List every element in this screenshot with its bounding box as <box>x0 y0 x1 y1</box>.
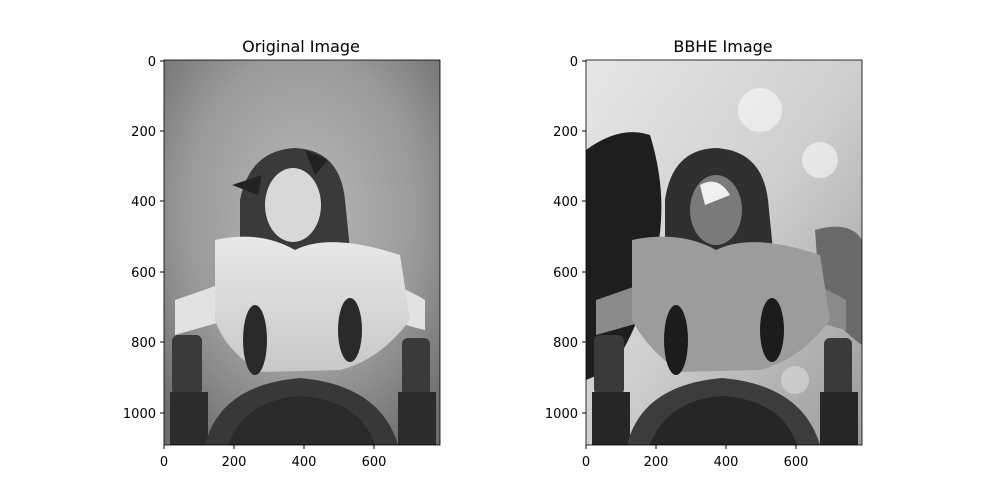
image-bbhe <box>586 60 862 445</box>
y-tick-label: 400 <box>553 195 578 210</box>
x-tick-label: 400 <box>292 455 317 470</box>
x-axis-original: 0 200 400 600 <box>160 445 387 470</box>
image-original <box>164 60 440 445</box>
y-tick-label: 400 <box>131 195 156 210</box>
y-tick-label: 200 <box>131 125 156 140</box>
panel-original: Original Image <box>123 37 441 470</box>
axes-frame-original <box>163 59 441 446</box>
y-tick-label: 0 <box>570 55 578 70</box>
x-tick-label: 200 <box>222 455 247 470</box>
y-axis-bbhe: 0 200 400 600 800 1000 <box>545 55 586 422</box>
y-tick-label: 800 <box>553 336 578 351</box>
y-tick-label: 600 <box>131 266 156 281</box>
x-tick-label: 0 <box>582 455 590 470</box>
x-tick-label: 600 <box>362 455 387 470</box>
y-tick-label: 1000 <box>123 407 156 422</box>
y-tick-label: 200 <box>553 125 578 140</box>
panel-title-original: Original Image <box>242 37 360 56</box>
axes-frame-bbhe <box>585 59 863 446</box>
y-tick-label: 0 <box>148 55 156 70</box>
y-tick-label: 600 <box>553 266 578 281</box>
x-tick-label: 600 <box>784 455 809 470</box>
y-tick-label: 800 <box>131 336 156 351</box>
x-tick-label: 0 <box>160 455 168 470</box>
y-axis-original: 0 200 400 600 800 1000 <box>123 55 164 422</box>
panel-bbhe: BBHE Image <box>545 37 863 470</box>
panel-title-bbhe: BBHE Image <box>673 37 772 56</box>
x-tick-label: 200 <box>644 455 669 470</box>
y-tick-label: 1000 <box>545 407 578 422</box>
x-axis-bbhe: 0 200 400 600 <box>582 445 809 470</box>
x-tick-label: 400 <box>714 455 739 470</box>
